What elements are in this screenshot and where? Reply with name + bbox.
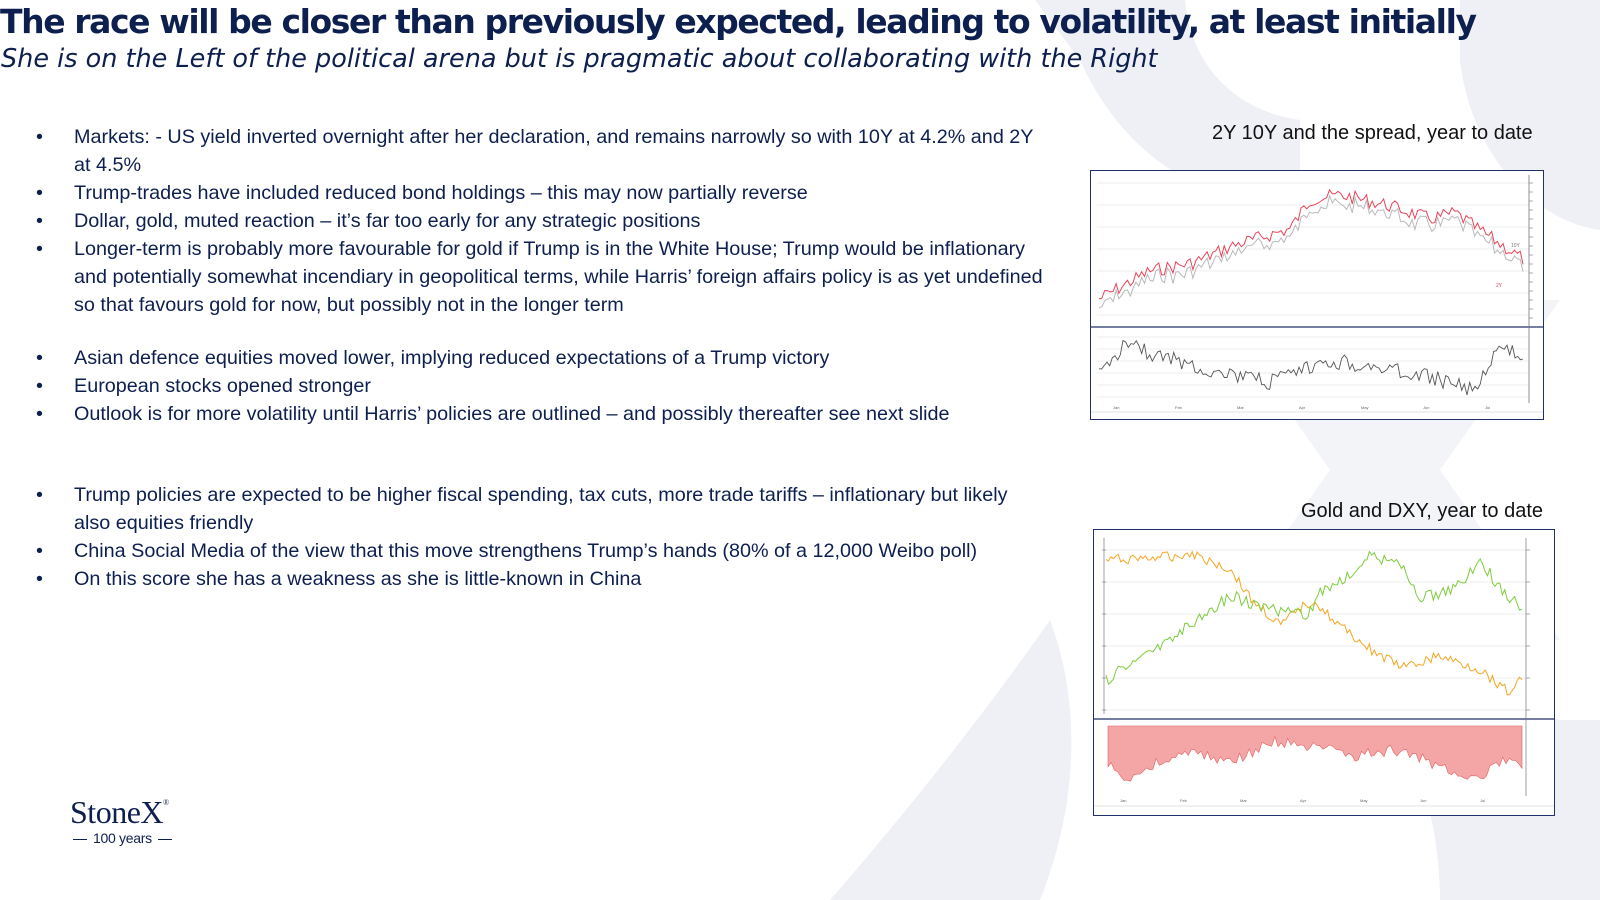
bullet-item: • Outlook is for more volatility until Ha… (36, 400, 1046, 428)
bullet-marker: • (36, 484, 43, 506)
gold-dxy-chart-caption: Gold and DXY, year to date (1301, 500, 1544, 522)
logo-wordmark: StoneX® (70, 794, 175, 831)
gold-dxy-chart-svg: Jan Feb Mar Apr May Jun Jul (1094, 538, 1554, 807)
logo-name: StoneX (70, 794, 164, 830)
bullet-item: • On this score she has a weakness as she… (36, 565, 1046, 593)
stonex-logo: StoneX® 100 years (70, 794, 175, 846)
yields-month-tick-label: Jan (1113, 405, 1119, 410)
yields-month-tick-label: Mar (1237, 405, 1245, 410)
gold-dxy-month-tick-label: May (1360, 798, 1368, 803)
bullet-text: Longer-term is probably more favourable … (74, 238, 1043, 316)
bullet-item: • China Social Media of the view that thi… (36, 537, 1046, 565)
yields-chart: 10Y 2Y Jan Feb Mar Apr May Jun Jul (1090, 170, 1544, 420)
bullet-marker: • (36, 375, 43, 397)
slide-subtitle: She is on the Left of the political aren… (1, 44, 1158, 74)
gold-dxy-month-tick-label: Jan (1120, 798, 1126, 803)
bullet-text: Asian defence equities moved lower, impl… (74, 347, 830, 369)
yields-chart-svg: 10Y 2Y Jan Feb Mar Apr May Jun Jul (1091, 175, 1543, 413)
bullet-item: • Markets: - US yield inverted overnight … (36, 123, 1046, 179)
logo-tagline: 100 years (70, 830, 175, 846)
bullet-marker: • (36, 540, 43, 562)
spread-line (1098, 339, 1524, 396)
bullet-marker: • (36, 568, 43, 590)
bullet-marker: • (36, 347, 43, 369)
bullet-text: Trump policies are expected to be higher… (74, 484, 1008, 534)
bullet-text: On this score she has a weakness as she … (74, 568, 642, 590)
bullet-item: • Asian defence equities moved lower, imp… (36, 344, 1046, 372)
bullet-list-policies: • Trump policies are expected to be highe… (36, 481, 1046, 593)
bullet-item: • Longer-term is probably more favourable… (36, 235, 1046, 319)
bullet-text: European stocks opened stronger (74, 375, 371, 397)
bullet-marker: • (36, 182, 43, 204)
two-year-line (1098, 188, 1524, 300)
bullet-text: Markets: - US yield inverted overnight a… (74, 126, 1034, 176)
yields-month-tick-label: Feb (1175, 405, 1183, 410)
bullet-marker: • (36, 126, 43, 148)
bullet-marker: • (36, 238, 43, 260)
ten-year-line-label: 10Y (1511, 243, 1521, 249)
gold-dxy-month-tick-label: Mar (1240, 798, 1248, 803)
gold-dxy-month-tick-label: Jul (1480, 798, 1485, 803)
yields-month-tick-label: May (1361, 405, 1369, 410)
bullet-marker: • (36, 403, 43, 425)
bullet-item: • Trump-trades have included reduced bond… (36, 179, 1046, 207)
bullet-text: Outlook is for more volatility until Har… (74, 403, 950, 425)
bullet-text: Dollar, gold, muted reaction – it’s far … (74, 210, 701, 232)
gold-dxy-month-tick-label: Feb (1180, 798, 1188, 803)
logo-rule-right (157, 838, 172, 840)
bullet-item: • Dollar, gold, muted reaction – it’s far… (36, 207, 1046, 235)
gold-dxy-difference-area (1107, 725, 1523, 782)
gold-dxy-chart: Jan Feb Mar Apr May Jun Jul (1093, 529, 1555, 816)
bullet-list-equities: • Asian defence equities moved lower, imp… (36, 344, 1046, 428)
logo-tagline-text: 100 years (93, 830, 152, 846)
logo-rule-left (73, 838, 87, 840)
bullet-text: China Social Media of the view that this… (74, 540, 978, 562)
bullet-marker: • (36, 210, 43, 232)
bullet-item: • Trump policies are expected to be highe… (36, 481, 1046, 537)
gold-dxy-month-tick-label: Jun (1420, 798, 1426, 803)
logo-registered-mark: ® (163, 798, 169, 807)
slide-title: The race will be closer than previously … (0, 2, 1477, 41)
bullet-text: Trump-trades have included reduced bond … (74, 182, 808, 204)
gold-line (1105, 550, 1523, 696)
yields-month-tick-label: Apr (1299, 405, 1306, 410)
yields-month-tick-label: Jul (1485, 405, 1490, 410)
dxy-line (1105, 550, 1523, 686)
gold-dxy-month-tick-label: Apr (1300, 798, 1307, 803)
two-year-line-label: 2Y (1496, 283, 1503, 289)
ten-year-line (1098, 193, 1524, 309)
yields-month-tick-label: Jun (1423, 405, 1429, 410)
bullet-list-markets: • Markets: - US yield inverted overnight … (36, 123, 1046, 319)
bullet-item: • European stocks opened stronger (36, 372, 1046, 400)
yields-chart-caption: 2Y 10Y and the spread, year to date (1212, 122, 1533, 144)
